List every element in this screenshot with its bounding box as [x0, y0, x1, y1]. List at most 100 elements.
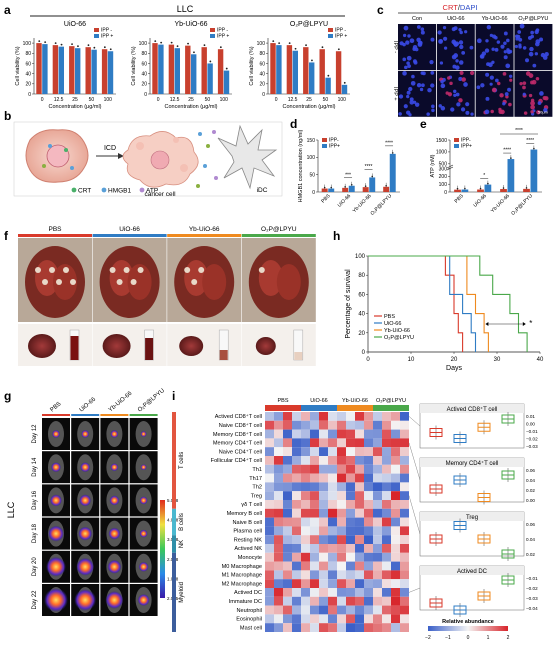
heatmap-row-label: Resting NK — [234, 537, 263, 543]
cell-nucleus — [502, 102, 506, 106]
x-tick-label: 100 — [104, 97, 113, 103]
heatmap-cell — [355, 447, 364, 456]
data-point — [305, 44, 307, 47]
x-tick-label: 50 — [89, 97, 95, 103]
heatmap-cell — [328, 447, 337, 456]
cell-nucleus — [404, 65, 408, 70]
heatmap-cell — [391, 561, 400, 571]
heatmap-cell — [328, 623, 337, 632]
bar-ipp-minus — [36, 43, 42, 94]
data-point — [533, 147, 535, 150]
boxplot-tick-label: −0.01 — [526, 576, 538, 581]
heatmap-cell — [274, 614, 283, 624]
connector-line — [408, 587, 421, 593]
cell-nucleus — [485, 96, 490, 101]
heatmap-cell — [346, 526, 355, 536]
heatmap-cell — [355, 420, 364, 430]
data-point — [343, 81, 346, 84]
heatmap-row-label: γδ T cell — [241, 502, 262, 508]
heatmap-cell — [319, 588, 328, 597]
cell-nucleus — [529, 46, 534, 52]
heatmap-cell — [391, 570, 400, 580]
heatmap-cell — [400, 412, 409, 421]
heatmap-cell — [373, 605, 382, 615]
heatmap-cell — [292, 588, 301, 597]
heatmap-cell — [292, 447, 301, 456]
cell-nucleus — [535, 77, 540, 81]
excised-lung — [255, 337, 276, 355]
cell-nucleus — [447, 76, 451, 80]
cell-nucleus — [449, 81, 453, 86]
significance-stars: *** — [345, 172, 351, 178]
panel-g-column-label: Yb-UiO-66 — [108, 390, 134, 413]
boxplot-tick-label: −0.04 — [526, 606, 538, 611]
group-color-bar — [92, 234, 167, 237]
heatmap-cell — [400, 552, 409, 562]
y-tick-label: 60 — [25, 61, 31, 67]
heatmap-cell — [346, 596, 355, 606]
x-axis-label: Concentration (μg/ml) — [283, 104, 336, 110]
pleural-fluid — [219, 350, 228, 360]
heatmap-cell — [301, 579, 310, 588]
y-axis-label: Cell viability (%) — [15, 46, 21, 85]
y-tick-label: 60 — [259, 61, 265, 67]
title-crt: CRT — [443, 3, 459, 12]
heatmap-cell — [373, 623, 382, 632]
cell-nucleus — [453, 93, 457, 97]
y-tick-label: 80 — [259, 51, 265, 57]
legend-label: UiO-66 — [384, 321, 401, 327]
cell-nucleus — [491, 47, 495, 51]
heatmap-cell — [391, 544, 400, 553]
heatmap-cell — [355, 464, 364, 474]
cell-nucleus — [507, 87, 511, 92]
microscopy-tile — [436, 24, 475, 70]
heatmap-cell — [310, 464, 319, 474]
heatmap-cell — [328, 561, 337, 571]
heatmap-cell — [310, 526, 319, 536]
heatmap-cell — [301, 508, 310, 518]
cell-nucleus — [440, 80, 444, 84]
bar-ipp-minus — [321, 188, 328, 192]
bioluminescence-tile — [71, 584, 100, 616]
heatmap-cell — [373, 412, 382, 421]
heatmap-cell — [337, 517, 346, 527]
panel-b-legend: CRT HMGB1 ATP — [71, 188, 158, 195]
heatmap-cell — [346, 420, 355, 430]
cell-nucleus — [508, 102, 512, 107]
heatmap-cell — [328, 473, 337, 483]
cell-nucleus — [534, 29, 539, 35]
boxplot-title: Actived CD8⁺T cell — [447, 406, 498, 413]
x-tick-label: 30 — [494, 357, 501, 363]
signal-spot — [139, 496, 148, 505]
cell-nucleus — [504, 92, 509, 96]
microscopy-tile — [514, 70, 553, 117]
significance-stars: * — [529, 319, 532, 328]
heatmap-cell — [265, 526, 274, 536]
heatmap-cell — [346, 623, 355, 632]
heatmap-cell — [355, 500, 364, 509]
panel-g-day-label: Day 12 — [32, 424, 38, 444]
heatmap-cell — [337, 473, 346, 483]
panel-g-day-label: Day 22 — [32, 590, 38, 610]
legend-ipp-plus: IPP + — [101, 34, 113, 40]
x-tick-label: 20 — [451, 357, 458, 363]
heatmap-cell — [400, 429, 409, 439]
cell-nucleus — [455, 65, 460, 70]
heatmap-cell — [328, 429, 337, 439]
heatmap-cell — [328, 588, 337, 597]
excised-tissue-photo — [18, 324, 92, 366]
heatmap-row-label: Memory CD8⁺T cell — [213, 431, 262, 438]
bar-ipp-minus — [185, 45, 191, 94]
heatmap-cell — [283, 508, 292, 518]
signal-spot — [50, 494, 62, 507]
excised-tissue-photo — [92, 324, 167, 366]
panel-letter-f: f — [4, 229, 9, 243]
heatmap-row-label: Actived CD8⁺T cell — [215, 413, 262, 420]
bioluminescence-tile — [100, 584, 129, 616]
bar-ipp-plus — [369, 177, 376, 192]
heatmap-cell — [328, 614, 337, 624]
signal-spot — [110, 463, 119, 472]
heatmap-cell — [391, 447, 400, 456]
